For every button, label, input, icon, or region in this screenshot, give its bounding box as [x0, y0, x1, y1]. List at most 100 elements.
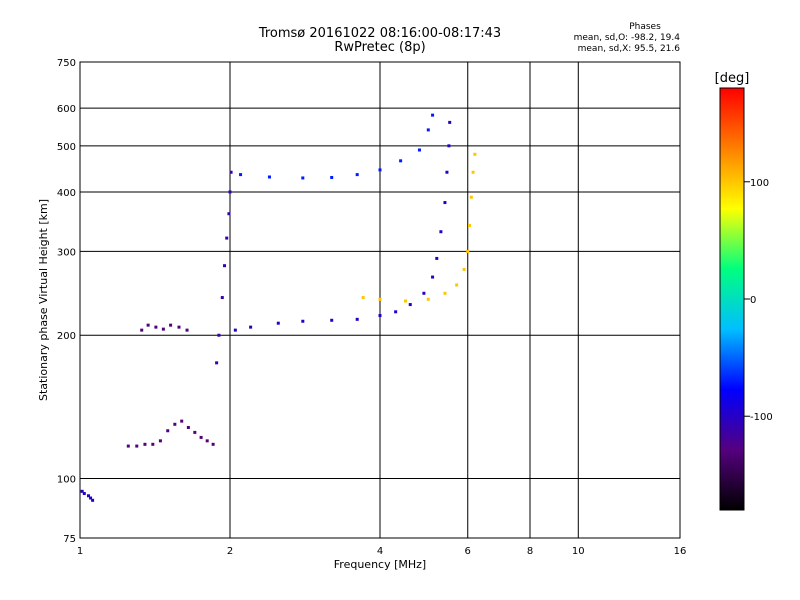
data-point — [417, 148, 421, 152]
data-point — [91, 498, 95, 502]
data-point — [361, 296, 365, 300]
colorbar-label: [deg] — [715, 71, 750, 86]
data-point — [378, 297, 382, 301]
data-point — [151, 442, 155, 446]
y-tick-label: 750 — [57, 58, 76, 69]
data-point — [233, 328, 237, 332]
data-point — [378, 168, 382, 172]
data-point — [455, 283, 459, 287]
data-point — [439, 230, 443, 234]
data-point — [355, 173, 359, 177]
data-point — [146, 323, 150, 327]
data-points — [80, 113, 477, 502]
data-point — [422, 291, 426, 295]
data-point — [135, 444, 139, 448]
data-point — [267, 175, 271, 179]
data-point — [239, 173, 243, 177]
data-point — [229, 170, 233, 174]
data-point — [301, 319, 305, 323]
data-point — [435, 256, 439, 260]
data-point — [431, 113, 435, 117]
x-tick-label: 10 — [572, 546, 585, 557]
plot-frame — [79, 61, 681, 539]
data-point — [330, 175, 334, 179]
stats-header: Phases — [629, 22, 661, 32]
data-point — [180, 419, 184, 423]
y-tick-label: 75 — [63, 534, 76, 545]
data-point — [399, 159, 403, 163]
data-point — [143, 442, 147, 446]
data-point — [471, 170, 475, 174]
data-point — [462, 267, 466, 271]
data-point — [154, 325, 158, 329]
data-point — [186, 425, 190, 429]
data-point — [220, 296, 224, 300]
data-point — [166, 429, 170, 433]
y-tick-label: 400 — [57, 188, 76, 199]
data-point — [227, 212, 231, 216]
stats-x-mode: mean, sd,X: 95.5, 21.6 — [577, 44, 680, 54]
colorbar-tick-label: -100 — [750, 412, 773, 423]
data-point — [177, 325, 181, 329]
data-point — [89, 496, 93, 500]
data-point — [426, 297, 430, 301]
data-point — [394, 310, 398, 314]
data-point — [225, 236, 229, 240]
x-axis-label: Frequency [MHz] — [334, 558, 426, 571]
data-point — [185, 328, 189, 332]
chart-title: Tromsø 20161022 08:16:00-08:17:43 — [258, 26, 502, 41]
x-tick-label: 16 — [674, 546, 687, 557]
data-point — [223, 264, 227, 268]
y-tick-label: 500 — [57, 142, 76, 153]
y-tick-label: 300 — [57, 247, 76, 258]
stats-o-mode: mean, sd,O: -98.2, 19.4 — [573, 33, 680, 43]
colorbar-tick-label: 0 — [750, 295, 756, 306]
y-axis-label: Stationary phase Virtual Height [km] — [37, 199, 50, 401]
data-point — [469, 195, 473, 199]
x-axis: 1 2 4 6 8 10 16 — [77, 546, 687, 557]
data-point — [205, 439, 209, 443]
colorbar-tick-label: 100 — [750, 178, 769, 189]
data-point — [466, 249, 470, 253]
colorbar — [719, 87, 745, 511]
data-point — [403, 299, 407, 303]
data-point — [408, 303, 412, 307]
chart-subtitle: RwPretec (8p) — [334, 40, 426, 55]
data-point — [249, 325, 253, 329]
data-point — [301, 176, 305, 180]
data-point — [468, 224, 472, 228]
data-point — [426, 128, 430, 132]
data-point — [169, 323, 173, 327]
y-tick-label: 600 — [57, 104, 76, 115]
data-point — [276, 321, 280, 325]
data-point — [173, 422, 177, 426]
data-point — [443, 291, 447, 295]
data-point — [330, 318, 334, 322]
data-point — [217, 333, 221, 337]
y-tick-label: 100 — [57, 475, 76, 486]
data-point — [355, 317, 359, 321]
data-point — [445, 170, 449, 174]
data-point — [378, 314, 382, 318]
data-point — [86, 494, 90, 498]
data-point — [228, 190, 232, 194]
data-point — [447, 144, 451, 148]
data-point — [158, 439, 162, 443]
x-tick-label: 8 — [527, 546, 533, 557]
data-point — [215, 361, 219, 365]
y-axis: 75 100 200 300 400 500 600 750 — [57, 58, 76, 545]
x-tick-label: 1 — [77, 546, 83, 557]
y-tick-label: 200 — [57, 331, 76, 342]
data-point — [431, 275, 435, 279]
x-tick-label: 6 — [465, 546, 471, 557]
data-point — [126, 444, 130, 448]
x-tick-label: 4 — [377, 546, 383, 557]
data-point — [82, 492, 86, 496]
data-point — [448, 120, 452, 124]
data-point — [199, 435, 203, 439]
data-point — [443, 201, 447, 205]
grid-lines — [80, 62, 680, 538]
data-point — [211, 442, 215, 446]
x-tick-label: 2 — [227, 546, 233, 557]
